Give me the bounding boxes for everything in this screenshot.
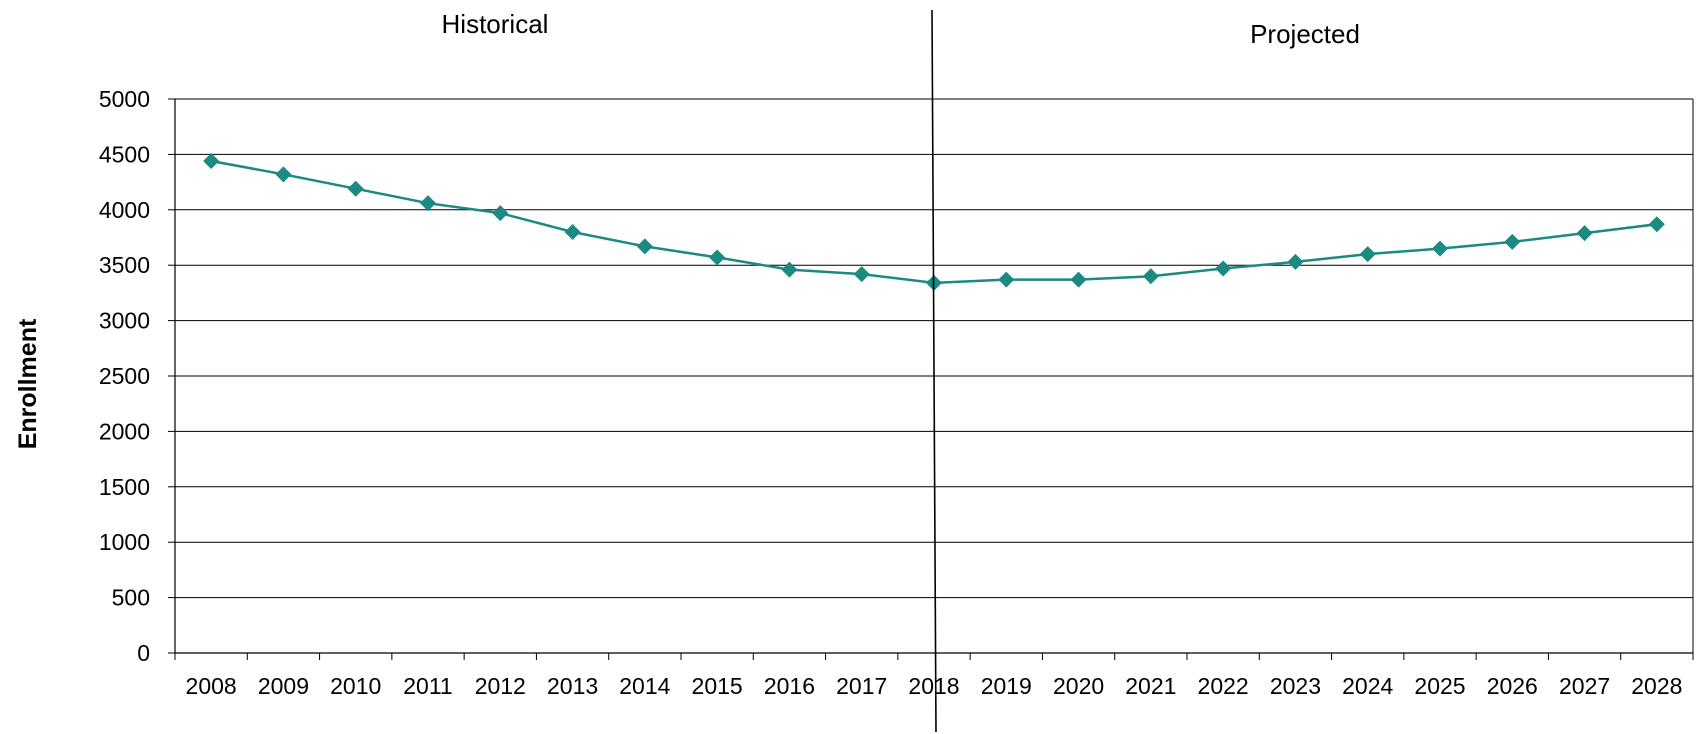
x-tick-label: 2026 xyxy=(1487,673,1538,699)
period-divider-layer xyxy=(931,9,937,733)
y-tick-labels: 0 500 1000 1500 2000 2500 3000 3500 4000 4500 5000 xyxy=(99,86,150,666)
x-tick-label: 2024 xyxy=(1342,673,1393,699)
x-tick-label: 2010 xyxy=(330,673,381,699)
y-tick-label: 500 xyxy=(112,585,150,611)
data-markers xyxy=(203,153,1665,291)
y-axis-title: Enrollment xyxy=(14,318,42,449)
data-point-marker xyxy=(1504,233,1521,250)
x-tick-label: 2016 xyxy=(764,673,815,699)
x-tick-label: 2027 xyxy=(1559,673,1610,699)
data-point-marker xyxy=(709,249,726,266)
data-point-marker xyxy=(1215,260,1232,277)
y-tick-label: 3500 xyxy=(99,252,150,278)
y-tick-label: 0 xyxy=(137,640,150,666)
y-tick-label: 3000 xyxy=(99,308,150,334)
x-tick-label: 2025 xyxy=(1414,673,1465,699)
data-point-marker xyxy=(275,166,292,183)
data-point-marker xyxy=(636,238,653,255)
data-point-marker xyxy=(420,195,436,212)
section-labels: Historical Projected Enrollment xyxy=(14,9,1360,449)
x-tick-labels: 2008 2009 2010 2011 2012 2013 2014 2015 2016 2017… xyxy=(186,673,1683,699)
y-tick-label: 1000 xyxy=(99,529,150,555)
data-point-marker xyxy=(1287,253,1304,270)
x-tick-label: 2021 xyxy=(1125,673,1176,699)
period-divider-line xyxy=(931,9,937,733)
x-tick-label: 2009 xyxy=(258,673,309,699)
y-tick-label: 2000 xyxy=(99,418,150,444)
data-point-marker xyxy=(203,153,220,170)
x-tick-label: 2022 xyxy=(1198,673,1249,699)
section-label-projected: Projected xyxy=(1250,19,1360,49)
data-point-marker xyxy=(492,205,509,222)
x-tick-label: 2018 xyxy=(908,673,959,699)
y-tick-label: 4000 xyxy=(99,197,150,223)
y-tick-label: 2500 xyxy=(99,363,150,389)
x-tick-label: 2013 xyxy=(547,673,598,699)
data-point-marker xyxy=(853,266,870,283)
data-point-marker xyxy=(998,271,1015,288)
data-point-marker xyxy=(1576,225,1593,242)
x-tick-label: 2020 xyxy=(1053,673,1104,699)
y-tick-label: 1500 xyxy=(99,474,150,500)
y-tick-label: 5000 xyxy=(99,86,150,112)
x-tick-label: 2012 xyxy=(475,673,526,699)
x-tick-label: 2008 xyxy=(186,673,237,699)
x-tick-label: 2015 xyxy=(692,673,743,699)
data-point-marker xyxy=(1070,271,1087,288)
axes xyxy=(168,98,1694,660)
x-tick-label: 2011 xyxy=(403,673,452,699)
y-tick-label: 4500 xyxy=(99,141,150,167)
x-tick-label: 2017 xyxy=(836,673,887,699)
data-point-marker xyxy=(347,180,364,197)
x-tick-label: 2014 xyxy=(619,673,670,699)
data-point-marker xyxy=(1142,268,1159,285)
data-point-marker xyxy=(781,261,798,278)
data-point-marker xyxy=(1648,216,1665,233)
data-point-marker xyxy=(564,223,581,240)
x-tick-label: 2019 xyxy=(981,673,1032,699)
data-point-marker xyxy=(1432,240,1448,257)
x-tick-label: 2023 xyxy=(1270,673,1321,699)
data-point-marker xyxy=(1359,246,1376,263)
section-label-historical: Historical xyxy=(442,9,549,39)
x-tick-label: 2028 xyxy=(1631,673,1682,699)
